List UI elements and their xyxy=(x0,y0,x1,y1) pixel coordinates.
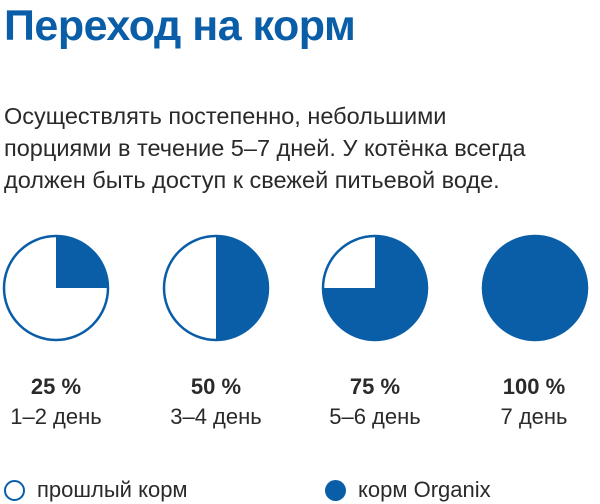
description-line-1: Осуществлять постепенно, небольшими xyxy=(4,103,447,129)
page-title: Переход на корм xyxy=(4,2,356,50)
legend-swatch-filled xyxy=(325,479,346,501)
legend-item-new-food: корм Organix xyxy=(325,477,491,503)
pie-3-outline xyxy=(321,234,429,342)
step-1-percent: 25 % xyxy=(30,374,82,399)
pie-2-outline xyxy=(162,234,270,342)
pie-2-new-food-slice xyxy=(216,236,268,340)
pie-1-outline xyxy=(2,234,110,342)
step-2-percent: 50 % xyxy=(190,374,242,399)
step-4-percent: 100 % xyxy=(502,374,566,399)
description-line-3: должен быть доступ к свежей питьевой вод… xyxy=(4,167,500,193)
step-3-days: 5–6 день xyxy=(329,404,421,429)
pie-1-new-food-slice xyxy=(56,236,108,288)
legend-swatch-outline xyxy=(4,479,25,501)
legend-label-old-food: прошлый корм xyxy=(37,477,188,502)
legend-item-old-food: прошлый корм xyxy=(4,477,188,503)
step-3-percent: 75 % xyxy=(349,374,401,399)
pie-4-outline xyxy=(481,234,589,342)
legend-label-new-food: корм Organix xyxy=(358,477,491,502)
pie-3-new-food-slice xyxy=(323,236,427,340)
description-line-2: порциями в течение 5–7 дней. У котёнка в… xyxy=(4,135,526,161)
pie-charts xyxy=(2,234,589,342)
step-4-days: 7 день xyxy=(500,404,568,429)
step-2-days: 3–4 день xyxy=(170,404,262,429)
description: Осуществлять постепенно, небольшими порц… xyxy=(4,100,600,196)
step-1-days: 1–2 день xyxy=(10,404,102,429)
pie-4-new-food-slice xyxy=(483,236,587,340)
